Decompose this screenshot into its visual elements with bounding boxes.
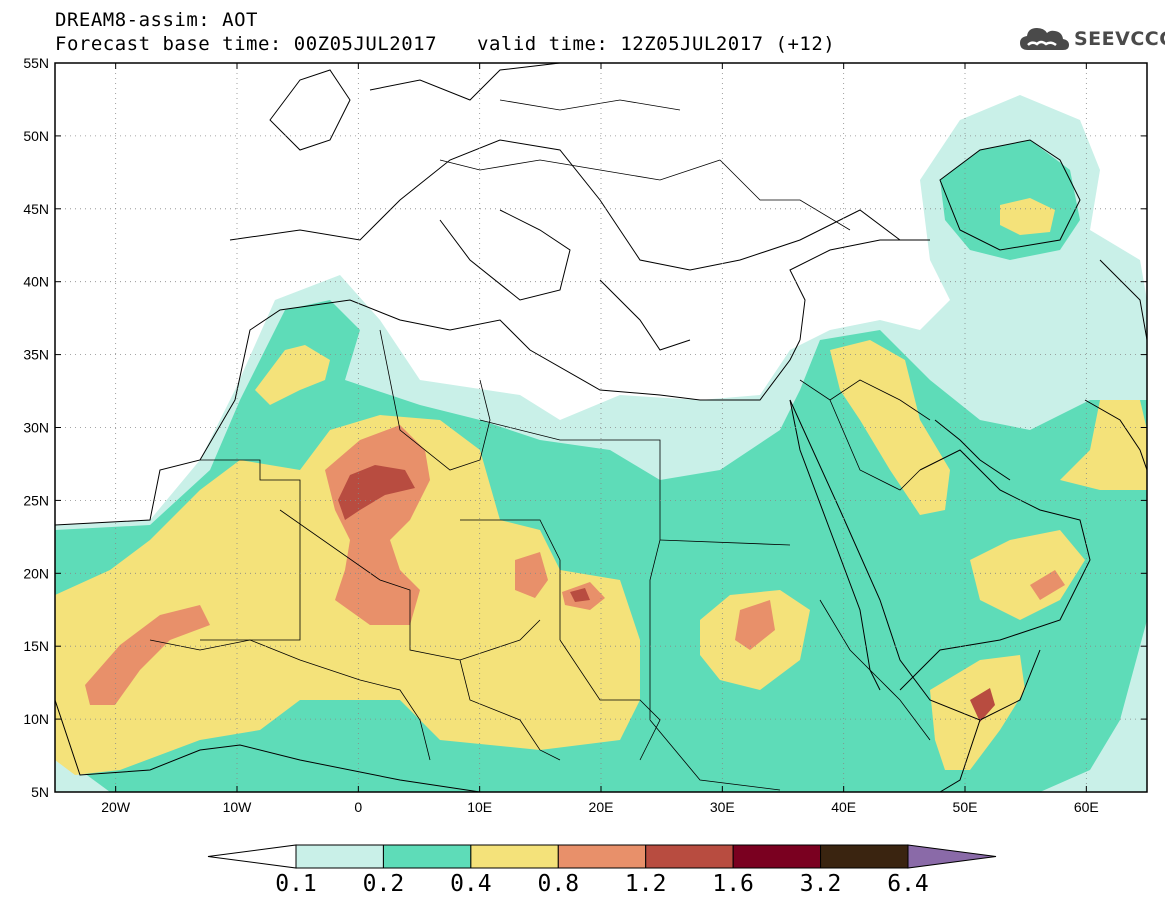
colorbar-segment (645, 844, 734, 869)
aot-band-yellow-atlas (255, 345, 330, 405)
aot-band-yellow-gulf (1060, 400, 1147, 490)
lon-label: 20W (101, 799, 131, 815)
product-title: DREAM8-assim: AOT (55, 9, 258, 31)
lon-label: 40E (831, 799, 856, 815)
seevccc-logo: SEEVCCC (1018, 22, 1165, 56)
lat-label: 20N (23, 565, 49, 581)
lat-label: 25N (23, 492, 49, 508)
aot-band-darkred-algeria (338, 465, 415, 520)
aot-band-darkred-somalia (970, 688, 995, 722)
lat-label: 40N (23, 274, 49, 290)
aot-band-orange-niger (515, 552, 548, 598)
lat-label: 35N (23, 347, 49, 363)
aot-band-orange-sudan (735, 600, 775, 650)
lon-label: 50E (953, 799, 978, 815)
lon-label: 10W (223, 799, 253, 815)
colorbar-segment (470, 844, 559, 869)
aot-band-orange-mali (85, 605, 210, 705)
grid-lines (55, 63, 1147, 792)
colorbar (207, 844, 997, 869)
colorbar-label: 0.1 (275, 871, 317, 897)
colorbar-segment (557, 844, 647, 869)
colorbar-segment (820, 844, 909, 869)
lon-label: 0 (354, 799, 362, 815)
lat-label: 55N (23, 55, 49, 71)
colorbar-segment (732, 844, 822, 869)
colorbar-low-arrow (207, 844, 297, 869)
lat-label: 30N (23, 420, 49, 436)
colorbar-label: 0.8 (537, 871, 580, 897)
lon-label: 30E (710, 799, 735, 815)
colorbar-label: 1.2 (624, 871, 667, 897)
valid-time: valid time: 12Z05JUL2017 (+12) (477, 33, 836, 55)
lon-label: 20E (589, 799, 614, 815)
colorbar-high-arrow (907, 844, 997, 869)
lat-label: 45N (23, 201, 49, 217)
country-borders (149, 99, 931, 791)
base-time: Forecast base time: 00Z05JUL2017 (55, 33, 438, 55)
colorbar-label: 1.6 (712, 871, 754, 897)
lat-label: 15N (23, 638, 49, 654)
aot-band-yellow-oman (970, 530, 1085, 620)
lon-axis: 20W 10W 0 10E 20E 30E 40E 50E 60E (101, 63, 1099, 815)
coastlines (55, 63, 1147, 792)
time-info: Forecast base time: 00Z05JUL2017 valid ti… (55, 33, 835, 55)
aot-band-darkred-chad (570, 588, 590, 602)
colorbar-segment (295, 844, 384, 869)
colorbar-label: 3.2 (799, 871, 842, 897)
logo-text: SEEVCCC (1074, 28, 1165, 50)
lon-label: 10E (467, 799, 492, 815)
lat-label: 50N (23, 128, 49, 144)
lat-label: 5N (31, 784, 49, 800)
aot-band-yellow-caspian (1000, 198, 1055, 235)
aot-band-orange-oman (1030, 570, 1065, 600)
colorbar-label: 0.2 (362, 871, 405, 897)
colorbar-label: 6.4 (887, 871, 929, 897)
lon-label: 60E (1074, 799, 1099, 815)
cloud-icon (1020, 28, 1069, 50)
lat-axis: 55N 50N 45N 40N 35N 30N 25N 20N 15N 10N 5N (23, 55, 1147, 800)
colorbar-segment (382, 844, 472, 869)
colorbar-label: 0.4 (450, 871, 492, 897)
lat-label: 10N (23, 711, 49, 727)
